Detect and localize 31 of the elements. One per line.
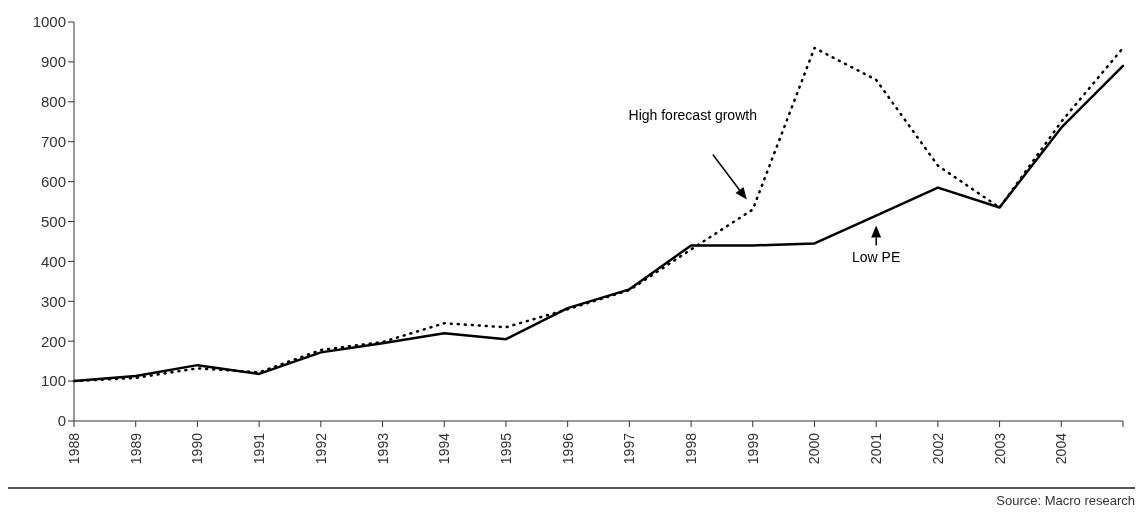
x-tick-label: 1993: [374, 432, 391, 465]
x-tick-label: 1996: [559, 432, 576, 465]
x-tick-label: 2001: [868, 432, 885, 465]
y-tick-label: 400: [40, 252, 66, 270]
series-label: High forecast growth: [628, 106, 757, 123]
x-tick-label: 1989: [127, 432, 144, 465]
x-tick-label: 1998: [683, 432, 700, 465]
x-tick-label: 1988: [66, 432, 82, 465]
y-tick-label: 200: [40, 332, 66, 350]
x-tick-label: 2000: [806, 432, 823, 465]
x-tick-label: 2004: [1053, 432, 1070, 465]
y-tick-label: 600: [40, 172, 66, 190]
x-tick-label: 1997: [621, 432, 638, 465]
x-tick-label: 1995: [497, 432, 514, 465]
x-tick-label: 1999: [744, 432, 761, 465]
x-tick-label: 1991: [251, 432, 268, 465]
y-tick-label: 100: [40, 372, 66, 390]
y-tick-label: 0: [57, 412, 66, 430]
x-tick-label: 1990: [189, 432, 206, 465]
x-tick-label: 2002: [929, 432, 946, 465]
y-tick-label: 700: [40, 133, 66, 151]
y-tick-label: 900: [40, 53, 66, 71]
y-tick-label: 300: [40, 292, 66, 310]
source-note: Source: Macro research: [995, 493, 1135, 508]
y-tick-label: 500: [40, 212, 66, 230]
x-tick-label: 1994: [436, 432, 453, 465]
x-tick-label: 2003: [991, 432, 1008, 465]
x-tick-label: 1992: [312, 432, 329, 465]
y-tick-label: 800: [40, 93, 66, 111]
legend-label: Low PE: [852, 248, 901, 265]
y-tick-label: 1000: [32, 13, 66, 31]
